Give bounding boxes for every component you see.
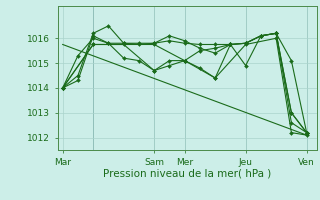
X-axis label: Pression niveau de la mer( hPa ): Pression niveau de la mer( hPa ) <box>103 168 271 178</box>
